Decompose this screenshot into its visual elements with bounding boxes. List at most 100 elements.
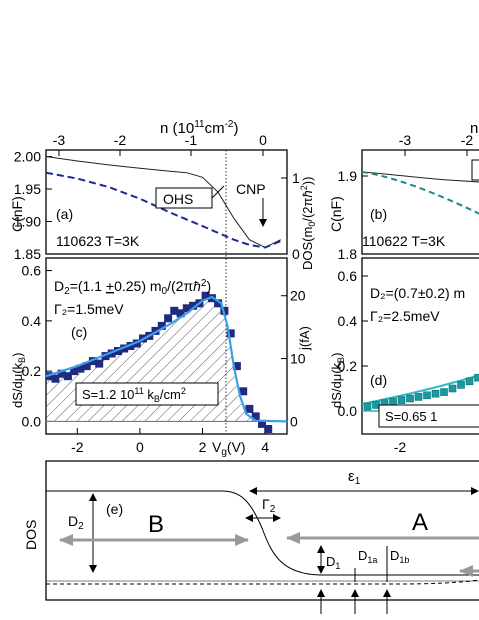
- data-point-d: [474, 373, 479, 382]
- data-point: [132, 339, 141, 348]
- points-d: [363, 373, 479, 411]
- right-tick-label-c: 20: [290, 288, 306, 304]
- data-point: [88, 357, 97, 366]
- panel-label-b: (b): [370, 206, 387, 222]
- data-point: [245, 404, 254, 413]
- y-tick-labels-d: 0.6 0.4 0.2 0.0: [338, 268, 368, 419]
- data-point: [76, 364, 85, 373]
- top-tick-labels: -3 -2 -1 0: [53, 132, 267, 156]
- entropy-box: [75, 382, 219, 406]
- dos-dashed-curve: [46, 579, 479, 585]
- y-tick-label-b: 1.8: [338, 246, 358, 262]
- plot-frame-b: [361, 149, 479, 255]
- dos-axis-title: DOS: [23, 520, 39, 550]
- panel-d: 0.6 0.4 0.2 0.0 dS/dμ(kB) -2 D₂=(0.7±0.2) m…: [329, 257, 479, 455]
- y-tick-label-a: 1.85: [14, 246, 41, 262]
- data-point: [164, 314, 173, 323]
- series-group-b: [362, 159, 479, 215]
- y-tick-label-b: 1.9: [338, 168, 358, 184]
- gamma-text-d: Γ₂=2.5meV: [370, 308, 440, 324]
- panel-label-c: (c): [71, 324, 87, 340]
- data-point: [63, 372, 72, 381]
- data-point-d: [440, 388, 448, 396]
- data-point: [251, 412, 260, 421]
- x-tick-label-c: 2: [199, 439, 207, 455]
- data-point-d: [389, 397, 397, 406]
- data-point: [214, 299, 223, 308]
- plot-frame-c: [45, 257, 288, 435]
- y-tick-labels-b: 1.9 1.8: [338, 168, 368, 262]
- data-point-d: [423, 391, 431, 400]
- panel-label-e: (e): [106, 501, 123, 517]
- top-tick-label: 0: [259, 132, 267, 148]
- gamma-text-c: Γ₂=1.5meV: [54, 301, 124, 317]
- y-tick-label-d: 0.4: [338, 313, 358, 329]
- right-tick-label-a: 0: [292, 246, 300, 262]
- fit-curve-d: [361, 374, 479, 405]
- d1b-label: D1b: [390, 548, 409, 565]
- data-point: [232, 362, 241, 371]
- data-point: [101, 352, 110, 361]
- y-tick-label-c: 0.2: [22, 363, 42, 379]
- panel-c: 0.6 0.4 0.2 0.0 20 10 0 -2 0 2 4 dS/dμ(kB) j(fA)…: [10, 257, 312, 458]
- right-tick-labels-a: 10: [281, 170, 300, 262]
- ohs-annotation: OHS: [163, 191, 193, 207]
- data-point: [120, 344, 129, 353]
- data-point: [70, 367, 79, 376]
- y-tick-label-d: 0.2: [338, 358, 358, 374]
- plot-frame-a: [45, 149, 288, 255]
- series-group-c: [46, 291, 287, 433]
- x-tick-labels-c: -2 0 2 4: [71, 428, 269, 455]
- y-tick-labels-a: 2.00 1.95 1.90 1.85: [14, 149, 52, 262]
- top-tick-label: -2: [114, 132, 127, 148]
- dos-curve: [46, 171, 282, 249]
- data-point: [189, 301, 198, 310]
- top-tick-label: -3: [53, 132, 66, 148]
- d1-label: D1: [326, 554, 340, 571]
- dos-step-curve: [46, 490, 479, 576]
- data-point-d: [448, 384, 457, 393]
- panel-a: n (1011cm-2) -3 -2 -1 0 2.00 1.95 1.90 1.85 C(…: [9, 119, 317, 434]
- right-axis-title-c: j(fA): [297, 326, 312, 351]
- top-axis-title: n (1011cm-2): [160, 119, 239, 137]
- data-point-d: [414, 393, 423, 401]
- y-axis-title-a: C(nF): [9, 196, 25, 232]
- gamma-label-e: Γ2: [262, 496, 276, 515]
- d1a-label: D1a: [358, 548, 377, 565]
- data-point: [107, 349, 116, 358]
- y-axis-title-b: C(nF): [328, 196, 344, 232]
- entropy-text-d: S=0.65 1: [385, 409, 437, 424]
- diagram-frame-e: [45, 460, 479, 601]
- y-tick-label-c: 0.4: [22, 313, 42, 329]
- right-tick-label-c: 0: [290, 413, 298, 429]
- plot-frame-d: [361, 257, 479, 435]
- sample-label-b: 110622 T=3K: [362, 233, 446, 249]
- data-point: [170, 306, 179, 315]
- series-b-capacitance: [362, 171, 479, 183]
- top-tick-label: -1: [185, 132, 198, 148]
- entropy-box-d: [378, 404, 479, 428]
- panel-label-a: (a): [56, 206, 73, 222]
- series-group-a: [46, 156, 282, 249]
- data-point-d: [431, 389, 440, 398]
- y-tick-label-a: 1.90: [14, 214, 41, 230]
- data-point-d: [457, 381, 465, 389]
- y-tick-label-a: 2.00: [14, 149, 41, 165]
- panel-b: -3 -2 n 1.9 1.8 C(nF) (b) 110622 T=3K: [328, 120, 479, 262]
- data-point: [201, 291, 210, 300]
- data-point: [239, 387, 248, 396]
- right-tick-label-a: 1: [292, 170, 300, 186]
- epsilon-label: ε1: [348, 468, 361, 487]
- panel-label-d: (d): [370, 372, 387, 388]
- y-axis-title-c: dS/dμ(kB): [10, 353, 27, 408]
- d2-text-c: D2=(1.1 +0.25) m0/(2πħ2): [54, 278, 211, 297]
- top-tick-label-b: -3: [399, 132, 412, 148]
- d2-text-d: D₂=(0.7±0.2) m: [370, 285, 465, 301]
- data-point-d: [406, 394, 414, 403]
- x-tick-d: -2: [394, 439, 407, 455]
- data-point: [157, 321, 166, 330]
- data-point-d: [397, 396, 406, 404]
- y-tick-labels-c: 0.6 0.4 0.2 0.0: [22, 263, 52, 429]
- capacitance-curve: [46, 156, 281, 249]
